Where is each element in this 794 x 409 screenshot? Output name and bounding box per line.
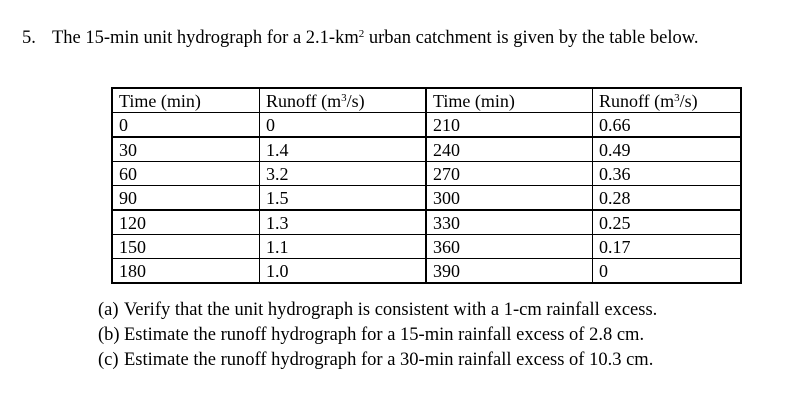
table-cell: 270	[425, 161, 593, 186]
table-cell: 390	[425, 258, 593, 284]
table-cell: 0	[592, 258, 742, 284]
table-cell: 0.49	[592, 136, 742, 162]
table-cell: 180	[111, 258, 260, 284]
table-cell: 0.28	[592, 185, 742, 211]
table-cell: 90	[111, 185, 260, 211]
header-time-1: Time (min)	[111, 87, 260, 113]
question-part-c: (c) Estimate the runoff hydrograph for a …	[98, 348, 657, 373]
hydrograph-table-body: Time (min) Runoff (m3/s) Time (min) Runo…	[111, 87, 742, 284]
question-part-a: (a) Verify that the unit hydrograph is co…	[98, 298, 657, 323]
table-row: 30 1.4 240 0.49	[111, 136, 742, 162]
part-text: Verify that the unit hydrograph is consi…	[124, 300, 658, 320]
table-row: 60 3.2 270 0.36	[111, 161, 742, 186]
table-cell: 1.0	[259, 258, 427, 284]
table-cell: 0.25	[592, 209, 742, 235]
table-cell: 150	[111, 234, 260, 259]
part-tag: (b)	[98, 325, 120, 345]
header-runoff-1: Runoff (m3/s)	[259, 87, 427, 113]
part-text: Estimate the runoff hydrograph for a 15-…	[124, 325, 645, 345]
part-tag: (a)	[98, 300, 119, 320]
table-cell: 330	[425, 209, 593, 235]
table-cell: 1.1	[259, 234, 427, 259]
part-tag: (c)	[98, 350, 119, 370]
table-cell: 1.3	[259, 209, 427, 235]
table-cell: 0.66	[592, 112, 742, 138]
table-row: 120 1.3 330 0.25	[111, 209, 742, 235]
table-cell: 3.2	[259, 161, 427, 186]
problem-text-start: The 15-min unit hydrograph for a 2.1-km	[52, 28, 359, 48]
table-cell: 0	[259, 112, 427, 138]
table-row: 150 1.1 360 0.17	[111, 234, 742, 259]
table-cell: 360	[425, 234, 593, 259]
part-text: Estimate the runoff hydrograph for a 30-…	[124, 350, 654, 370]
table-cell: 240	[425, 136, 593, 162]
question-parts: (a) Verify that the unit hydrograph is co…	[98, 298, 657, 373]
header-time-2: Time (min)	[425, 87, 593, 113]
table-cell: 1.4	[259, 136, 427, 162]
table-cell: 0.36	[592, 161, 742, 186]
problem-text-end: urban catchment is given by the table be…	[364, 28, 699, 48]
table-header-row: Time (min) Runoff (m3/s) Time (min) Runo…	[111, 87, 742, 113]
table-cell: 300	[425, 185, 593, 211]
question-part-b: (b) Estimate the runoff hydrograph for a …	[98, 323, 657, 348]
table-row: 90 1.5 300 0.28	[111, 185, 742, 211]
table-cell: 210	[425, 112, 593, 138]
table-cell: 1.5	[259, 185, 427, 211]
table-row: 180 1.0 390 0	[111, 258, 742, 284]
problem-statement: 5. The 15-min unit hydrograph for a 2.1-k…	[22, 28, 699, 49]
table-cell: 60	[111, 161, 260, 186]
table-cell: 0	[111, 112, 260, 138]
table-cell: 0.17	[592, 234, 742, 259]
header-runoff-2: Runoff (m3/s)	[592, 87, 742, 113]
area-exponent: 2	[358, 28, 365, 40]
hydrograph-table: Time (min) Runoff (m3/s) Time (min) Runo…	[111, 87, 742, 284]
table-cell: 120	[111, 209, 260, 235]
table-row: 0 0 210 0.66	[111, 112, 742, 138]
table-cell: 30	[111, 136, 260, 162]
problem-number: 5.	[22, 28, 36, 48]
